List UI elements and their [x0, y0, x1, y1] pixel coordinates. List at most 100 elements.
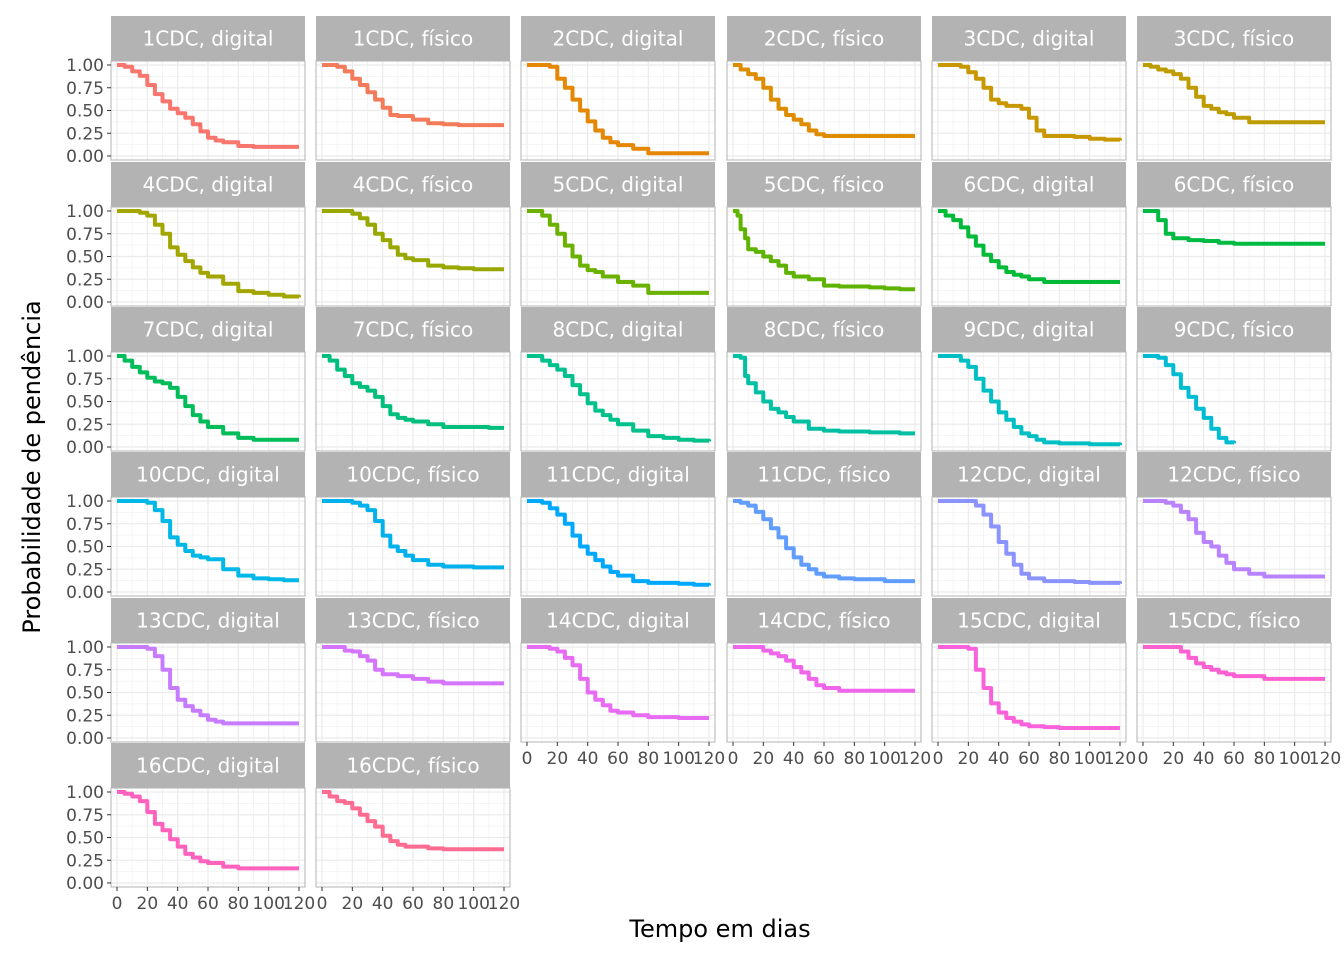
- facet-strip: [316, 162, 510, 207]
- x-tick-label: 0: [522, 749, 533, 769]
- facet-panel: 9CDC, físico: [1136, 307, 1332, 452]
- survival-curve: [117, 63, 299, 149]
- facet-strip-label: 12CDC, digital: [957, 463, 1101, 487]
- facet-strip: [727, 16, 921, 61]
- facet-strip-label: 15CDC, digital: [957, 609, 1101, 633]
- facet-strip: [111, 452, 305, 497]
- x-tick-label: 100: [662, 749, 694, 769]
- survival-curve: [322, 645, 504, 686]
- x-tick-label: 60: [1018, 749, 1040, 769]
- x-tick-label: 60: [1223, 749, 1245, 769]
- facet-strip: [111, 162, 305, 207]
- panel-border: [520, 351, 716, 452]
- survival-curve: [938, 354, 1122, 447]
- facet-panel: 16CDC, digital 0.00 0.250.50 0.75 1.00 0 20 40 6…: [66, 743, 315, 914]
- facet-strip-label: 7CDC, físico: [353, 318, 474, 342]
- y-tick-label: 0.00: [66, 293, 104, 313]
- survival-curve: [733, 354, 915, 436]
- facet-strip: [111, 598, 305, 643]
- facet-strip-label: 16CDC, físico: [346, 754, 479, 778]
- facet-strip-label: 8CDC, digital: [553, 318, 684, 342]
- facet-panel: 2CDC, digital: [520, 16, 716, 161]
- facet-strip: [932, 307, 1126, 352]
- survival-curve: [733, 499, 915, 584]
- x-tick-label: 100: [868, 749, 900, 769]
- y-tick-label: 0.00: [66, 438, 104, 458]
- survival-curve: [938, 209, 1120, 284]
- facet-strip-label: 6CDC, digital: [964, 173, 1095, 197]
- panel-border: [726, 351, 922, 452]
- facet-strip: [316, 598, 510, 643]
- facet-strip: [1137, 307, 1331, 352]
- y-tick-label: 0.25: [66, 560, 104, 580]
- facet-strip: [932, 162, 1126, 207]
- y-tick-label: 0.25: [66, 270, 104, 290]
- survival-curve: [527, 499, 711, 587]
- survival-curve: [938, 645, 1120, 730]
- x-tick-label: 40: [167, 894, 189, 914]
- survival-curve: [322, 63, 504, 128]
- facet-strip-label: 1CDC, físico: [353, 27, 474, 51]
- survival-curve: [117, 645, 299, 726]
- x-tick-label: 60: [197, 894, 219, 914]
- y-tick-label: 0.75: [66, 806, 104, 826]
- y-tick-label: 0.75: [66, 370, 104, 390]
- facet-strip: [111, 307, 305, 352]
- x-tick-label: 20: [342, 894, 364, 914]
- facet-strip-label: 2CDC, físico: [764, 27, 885, 51]
- y-tick-label: 0.25: [66, 415, 104, 435]
- facet-panel: 6CDC, digital: [931, 162, 1127, 307]
- x-tick-label: 80: [1049, 749, 1071, 769]
- facet-panel: 12CDC, digital: [931, 452, 1127, 597]
- y-tick-label: 1.00: [66, 492, 104, 512]
- panel-border: [1136, 206, 1332, 307]
- panel-border: [931, 60, 1127, 161]
- facet-strip-label: 4CDC, digital: [143, 173, 274, 197]
- y-tick-label: 0.00: [66, 147, 104, 167]
- survival-curve: [1143, 63, 1325, 125]
- facet-panel: 11CDC, físico: [726, 452, 922, 597]
- survival-curve: [117, 790, 299, 871]
- x-tick-label: 40: [372, 894, 394, 914]
- facet-strip-label: 4CDC, físico: [353, 173, 474, 197]
- panel-border: [315, 206, 511, 307]
- x-tick-label: 120: [488, 894, 520, 914]
- y-tick-label: 0.50: [66, 248, 104, 268]
- x-tick-label: 40: [988, 749, 1010, 769]
- facet-panel: 13CDC, físico: [315, 598, 511, 743]
- facet-strip: [521, 307, 715, 352]
- x-tick-label: 0: [112, 894, 123, 914]
- y-tick-label: 1.00: [66, 783, 104, 803]
- facet-strip: [727, 598, 921, 643]
- survival-curve: [1143, 645, 1325, 681]
- x-tick-label: 0: [728, 749, 739, 769]
- x-tick-label: 20: [137, 894, 159, 914]
- facet-panel: 4CDC, digital 0.00 0.250.50 0.75 1.00: [66, 162, 306, 313]
- survival-curve: [322, 499, 504, 570]
- x-tick-label: 60: [813, 749, 835, 769]
- x-tick-label: 120: [693, 749, 725, 769]
- survival-curve: [527, 209, 709, 295]
- x-tick-label: 80: [844, 749, 866, 769]
- facet-strip: [1137, 598, 1331, 643]
- facet-strip-label: 11CDC, físico: [757, 463, 890, 487]
- facet-strip: [932, 16, 1126, 61]
- survival-curve: [733, 63, 915, 138]
- facet-strip-label: 13CDC, físico: [346, 609, 479, 633]
- facet-panel: 6CDC, físico: [1136, 162, 1332, 307]
- facet-strip-label: 10CDC, físico: [346, 463, 479, 487]
- y-tick-label: 0.50: [66, 538, 104, 558]
- x-tick-label: 120: [899, 749, 931, 769]
- facet-strip-label: 9CDC, físico: [1174, 318, 1295, 342]
- x-tick-label: 120: [283, 894, 315, 914]
- x-tick-label: 0: [1138, 749, 1149, 769]
- facet-panel: 8CDC, físico: [726, 307, 922, 452]
- y-tick-label: 0.75: [66, 79, 104, 99]
- facet-panel: 11CDC, digital: [520, 452, 716, 597]
- facet-strip-label: 13CDC, digital: [136, 609, 280, 633]
- y-tick-label: 0.75: [66, 515, 104, 535]
